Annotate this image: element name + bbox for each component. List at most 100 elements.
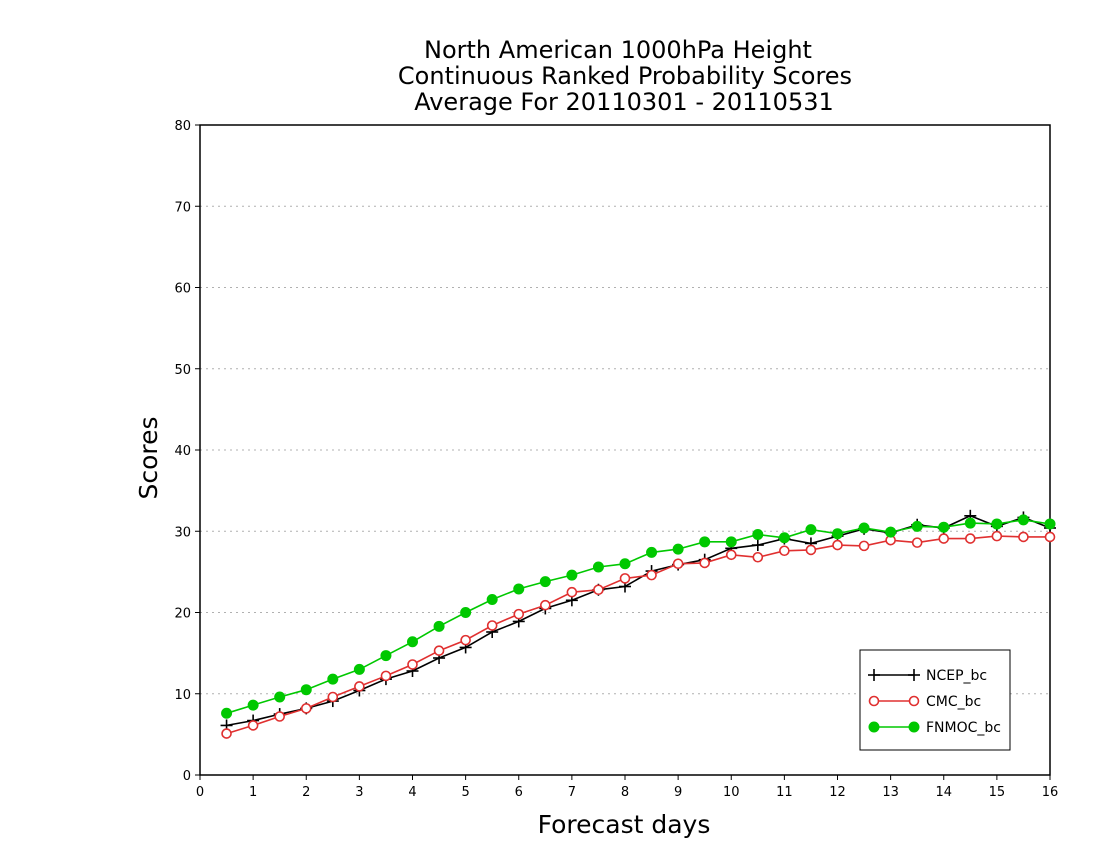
legend-entry-cmc-bc: CMC_bc	[868, 694, 981, 710]
point-cmc-bc-16	[646, 569, 657, 581]
data-series	[220, 509, 1056, 739]
point-cmc-bc-2	[274, 711, 285, 722]
chart-title: North American 1000hPa Height Continuous…	[398, 36, 852, 116]
y-tick-label-60: 60	[174, 282, 191, 297]
x-tick-label-5: 5	[461, 785, 469, 800]
legend: NCEP_bc CMC_bc FNMOC_bc	[859, 649, 1011, 751]
point-fnmoc-bc-26	[911, 520, 923, 532]
point-cmc-bc-5	[354, 681, 365, 692]
y-tick-label-20: 20	[174, 607, 191, 622]
x-tick-label-4: 4	[408, 785, 416, 800]
point-fnmoc-bc-6	[380, 650, 392, 662]
point-fnmoc-bc-8	[433, 620, 445, 632]
point-cmc-bc-17	[672, 558, 684, 570]
point-fnmoc-bc-12	[539, 576, 551, 588]
legend-marker-start-cmc-bc	[868, 695, 880, 707]
x-tick-label-1: 1	[249, 785, 257, 800]
point-fnmoc-bc-22	[805, 524, 817, 536]
point-cmc-bc-12	[540, 599, 551, 611]
legend-marker-end-cmc-bc	[908, 695, 920, 707]
x-tick-label-13: 13	[882, 785, 899, 800]
point-fnmoc-bc-5	[353, 663, 365, 675]
point-cmc-bc-6	[380, 670, 392, 682]
y-tick-label-80: 80	[174, 119, 191, 134]
point-cmc-bc-18	[699, 557, 710, 569]
legend-marker-end-fnmoc-bc	[908, 721, 920, 733]
point-cmc-bc-22	[805, 544, 817, 556]
legend-marker-start-fnmoc-bc	[868, 721, 880, 733]
point-cmc-bc-27	[938, 533, 950, 544]
y-tick-label-30: 30	[174, 525, 191, 540]
point-cmc-bc-3	[300, 703, 312, 714]
point-fnmoc-bc-9	[460, 607, 472, 618]
x-tick-label-11: 11	[776, 785, 793, 800]
point-cmc-bc-15	[619, 573, 631, 584]
point-fnmoc-bc-16	[646, 546, 658, 558]
series-cmc-bc	[221, 530, 1056, 739]
point-fnmoc-bc-10	[486, 594, 498, 605]
x-tick-label-8: 8	[621, 785, 629, 800]
point-cmc-bc-31	[1044, 531, 1056, 543]
point-fnmoc-bc-27	[938, 521, 950, 533]
point-cmc-bc-28	[965, 533, 976, 544]
point-fnmoc-bc-25	[885, 526, 897, 538]
legend-box	[859, 649, 1011, 751]
point-cmc-bc-26	[911, 537, 923, 548]
point-cmc-bc-0	[221, 728, 232, 739]
x-tick-label-6: 6	[515, 785, 523, 800]
point-cmc-bc-8	[433, 645, 445, 656]
x-axis-title: Forecast days	[538, 810, 711, 839]
title-line-2: Continuous Ranked Probability Scores	[398, 62, 852, 90]
point-fnmoc-bc-14	[592, 561, 604, 573]
point-fnmoc-bc-7	[407, 636, 418, 648]
point-ncep-bc-20	[751, 539, 764, 552]
point-fnmoc-bc-4	[327, 673, 339, 685]
x-tick-label-10: 10	[723, 785, 740, 800]
y-axis-title: Scores	[134, 416, 163, 499]
point-fnmoc-bc-3	[300, 684, 312, 696]
point-cmc-bc-24	[858, 540, 870, 552]
series-fnmoc-bc	[221, 514, 1056, 719]
x-tick-label-15: 15	[989, 785, 1006, 800]
x-tick-label-14: 14	[935, 785, 952, 800]
title-line-3: Average For 20110301 - 20110531	[414, 88, 834, 116]
point-cmc-bc-21	[779, 545, 790, 557]
point-cmc-bc-20	[752, 551, 764, 563]
point-fnmoc-bc-18	[699, 536, 711, 548]
point-fnmoc-bc-31	[1044, 518, 1056, 530]
x-tick-label-7: 7	[568, 785, 576, 800]
point-cmc-bc-19	[725, 549, 737, 561]
x-tick-label-2: 2	[302, 785, 310, 800]
point-fnmoc-bc-2	[274, 691, 286, 703]
point-fnmoc-bc-15	[619, 558, 631, 570]
point-fnmoc-bc-20	[752, 529, 764, 540]
point-cmc-bc-11	[513, 608, 525, 620]
point-fnmoc-bc-13	[566, 569, 578, 581]
legend-marker-end-ncep-bc	[908, 669, 920, 681]
x-tick-label-0: 0	[196, 785, 204, 800]
legend-label-cmc-bc: CMC_bc	[926, 694, 981, 710]
point-cmc-bc-7	[407, 659, 418, 670]
point-cmc-bc-29	[991, 530, 1003, 542]
title-line-1: North American 1000hPa Height	[424, 36, 812, 64]
x-tick-label-3: 3	[355, 785, 363, 800]
legend-marker-start-ncep-bc	[868, 669, 880, 681]
point-fnmoc-bc-28	[964, 517, 976, 529]
x-tick-label-16: 16	[1042, 785, 1059, 800]
point-cmc-bc-30	[1018, 531, 1029, 543]
point-cmc-bc-10	[486, 620, 498, 631]
legend-label-fnmoc-bc: FNMOC_bc	[926, 720, 1001, 736]
legend-entry-fnmoc-bc: FNMOC_bc	[868, 720, 1001, 736]
point-fnmoc-bc-21	[778, 532, 790, 544]
point-fnmoc-bc-19	[725, 536, 737, 548]
gridlines	[200, 205, 1050, 695]
x-tick-label-9: 9	[674, 785, 682, 800]
point-cmc-bc-14	[593, 584, 604, 596]
point-fnmoc-bc-30	[1017, 514, 1029, 526]
point-cmc-bc-1	[247, 720, 259, 731]
y-tick-label-10: 10	[174, 688, 191, 703]
y-tick-label-70: 70	[174, 200, 191, 215]
point-fnmoc-bc-24	[858, 522, 870, 534]
